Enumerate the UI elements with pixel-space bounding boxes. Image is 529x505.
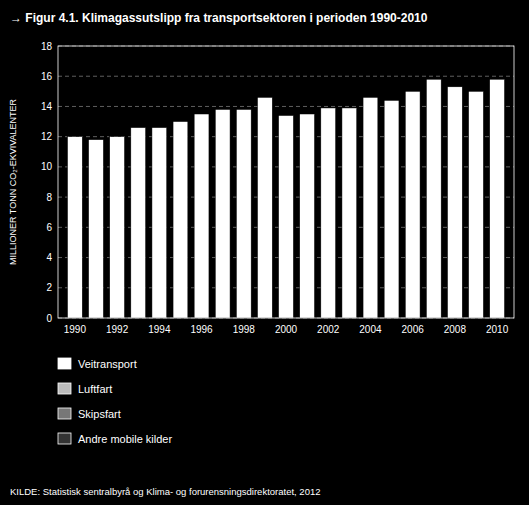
- y-tick-label: 16: [41, 71, 53, 82]
- bar: [258, 97, 273, 318]
- annotation: KILDE: Statistisk sentralbyrå og Klima- …: [10, 486, 321, 497]
- page: {"chart_data": { "type": "bar", "title":…: [0, 0, 529, 505]
- bar: [279, 116, 294, 318]
- x-tick-label: 1992: [106, 324, 129, 335]
- legend-label: Veitransport: [78, 358, 137, 370]
- y-tick-label: 0: [46, 313, 52, 324]
- bar: [342, 108, 357, 318]
- bar: [490, 79, 505, 318]
- grid: [58, 46, 514, 318]
- y-axis-label: MILLIONER TONN CO₂-EKVIVALENTER: [8, 98, 18, 265]
- bar: [236, 109, 251, 318]
- y-tick-label: 14: [41, 101, 53, 112]
- y-tick-label: 6: [46, 222, 52, 233]
- bar: [68, 137, 83, 318]
- bar: [384, 100, 399, 318]
- bar: [448, 87, 463, 318]
- y-tick-label: 8: [46, 192, 52, 203]
- y-tick-label: 18: [41, 41, 53, 52]
- y-axis: 0 2 4 6 8 10 12 14 16 18: [41, 41, 53, 324]
- x-axis: 1990 1992 1994 1996 1998 2000 2002 2004 2006 2008…: [64, 324, 509, 335]
- legend-label: Skipsfart: [78, 408, 121, 420]
- bar: [152, 128, 167, 318]
- grid-line: [58, 106, 514, 107]
- x-tick-label: 2004: [359, 324, 382, 335]
- y-tick-label: 4: [46, 252, 52, 263]
- x-tick-label: 2008: [444, 324, 467, 335]
- bar: [173, 122, 188, 318]
- bar: [215, 109, 230, 318]
- legend-swatch: [58, 383, 71, 394]
- bar: [89, 140, 104, 318]
- bar: [405, 91, 420, 318]
- legend: Veitransport Luftfart Skipsfart Andre mobil…: [58, 358, 172, 445]
- x-tick-label: 1994: [148, 324, 171, 335]
- bar: [363, 97, 378, 318]
- y-tick-label: 12: [41, 131, 53, 142]
- x-tick-label: 1998: [233, 324, 256, 335]
- legend-label: Andre mobile kilder: [78, 433, 172, 445]
- legend-swatch: [58, 408, 71, 419]
- bars: [68, 79, 505, 318]
- legend-swatch: [58, 433, 71, 444]
- bar: [426, 79, 441, 318]
- x-tick-label: 2002: [317, 324, 340, 335]
- grid-line: [58, 76, 514, 77]
- plot-frame: [58, 46, 514, 318]
- bar: [300, 114, 315, 318]
- x-tick-label: 1990: [64, 324, 87, 335]
- chart: → Figur 4.1. Klimagassutslipp fra transp…: [0, 0, 529, 505]
- y-tick-label: 2: [46, 282, 52, 293]
- legend-swatch: [58, 358, 71, 369]
- background: [0, 0, 529, 505]
- legend-label: Luftfart: [78, 383, 112, 395]
- bar: [321, 108, 336, 318]
- y-tick-label: 10: [41, 161, 53, 172]
- title: → Figur 4.1. Klimagassutslipp fra transp…: [10, 11, 428, 25]
- bar: [110, 137, 125, 318]
- bar: [131, 128, 146, 318]
- bar: [194, 114, 209, 318]
- x-tick-label: 1996: [190, 324, 213, 335]
- x-tick-label: 2006: [402, 324, 425, 335]
- bar: [469, 91, 484, 318]
- x-tick-label: 2000: [275, 324, 298, 335]
- x-tick-label: 2010: [486, 324, 509, 335]
